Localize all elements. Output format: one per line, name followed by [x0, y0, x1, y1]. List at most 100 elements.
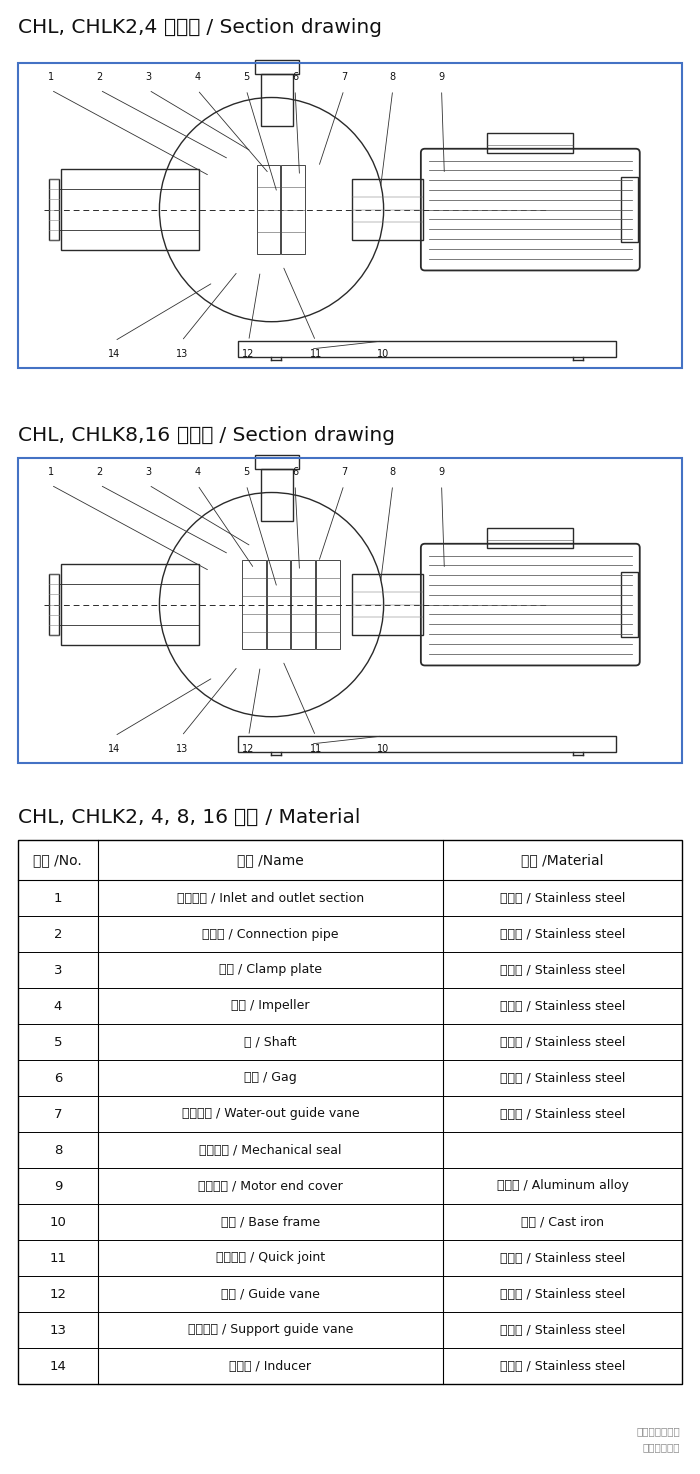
Text: 黄河之水天上来: 黄河之水天上来: [636, 1425, 680, 1436]
Text: 3: 3: [146, 467, 152, 478]
Bar: [487, 528, 573, 548]
Bar: [49, 178, 60, 240]
Text: 铸铁 / Cast iron: 铸铁 / Cast iron: [521, 1216, 604, 1228]
Text: CHL, CHLK8,16: CHL, CHLK8,16: [18, 426, 176, 445]
Bar: [18, 458, 682, 764]
Text: 7: 7: [341, 467, 347, 478]
Text: 不锈锂 / Stainless steel: 不锈锂 / Stainless steel: [500, 1359, 625, 1372]
Text: 14: 14: [108, 744, 120, 755]
Text: 6: 6: [292, 72, 298, 83]
Text: 12: 12: [242, 744, 255, 755]
Text: 6: 6: [292, 467, 298, 478]
Bar: [49, 573, 60, 635]
Text: 5: 5: [243, 72, 249, 83]
Text: 9: 9: [438, 72, 444, 83]
Text: 不锈锂 / Stainless steel: 不锈锂 / Stainless steel: [500, 1107, 625, 1120]
Bar: [242, 560, 265, 650]
Bar: [352, 573, 423, 635]
Text: 不锈锂 / Stainless steel: 不锈锂 / Stainless steel: [500, 1324, 625, 1337]
Text: / Material: / Material: [258, 808, 360, 827]
Text: 5: 5: [243, 467, 249, 478]
Text: 13: 13: [49, 1324, 66, 1337]
Text: 4: 4: [195, 72, 200, 83]
Text: 14: 14: [108, 349, 120, 360]
Text: 1: 1: [54, 892, 62, 905]
Text: 截面图: 截面图: [164, 18, 200, 37]
Text: 导流器 / Inducer: 导流器 / Inducer: [230, 1359, 312, 1372]
Text: 不锈锂 / Stainless steel: 不锈锂 / Stainless steel: [500, 1036, 625, 1048]
Text: 压板 / Clamp plate: 压板 / Clamp plate: [219, 964, 322, 976]
Text: 6: 6: [54, 1072, 62, 1085]
Text: 7: 7: [341, 72, 347, 83]
Text: 导叶 / Guide vane: 导叶 / Guide vane: [221, 1287, 320, 1300]
Text: 9: 9: [54, 1179, 62, 1192]
Bar: [256, 60, 299, 74]
Text: 2: 2: [97, 72, 103, 83]
Text: 8: 8: [390, 467, 395, 478]
Text: CHL, CHLK2, 4, 8, 16: CHL, CHLK2, 4, 8, 16: [18, 808, 234, 827]
Text: 12: 12: [242, 349, 255, 360]
Text: 7: 7: [54, 1107, 62, 1120]
Text: 12: 12: [49, 1287, 66, 1300]
Text: 支撑导叶 / Support guide vane: 支撑导叶 / Support guide vane: [188, 1324, 353, 1337]
Text: CHL, CHLK2,4: CHL, CHLK2,4: [18, 18, 164, 37]
Text: 机械密封 / Mechanical seal: 机械密封 / Mechanical seal: [199, 1144, 342, 1157]
Text: 名称 /Name: 名称 /Name: [237, 853, 304, 867]
Text: 序号 /No.: 序号 /No.: [34, 853, 82, 867]
Text: 电机端盖 / Motor end cover: 电机端盖 / Motor end cover: [198, 1179, 343, 1192]
Text: 材料 /Material: 材料 /Material: [522, 853, 603, 867]
Text: 10: 10: [377, 349, 389, 360]
Text: 1: 1: [48, 467, 54, 478]
Bar: [238, 340, 616, 357]
Bar: [352, 178, 423, 240]
Text: 轴 / Shaft: 轴 / Shaft: [244, 1036, 297, 1048]
Text: 不锈锂 / Stainless steel: 不锈锂 / Stainless steel: [500, 1251, 625, 1265]
Text: 3: 3: [146, 72, 152, 83]
Text: 不锈锂 / Stainless steel: 不锈锂 / Stainless steel: [500, 999, 625, 1013]
Bar: [621, 177, 638, 242]
Bar: [257, 165, 281, 255]
Text: 3: 3: [54, 964, 62, 976]
Text: 上海黄河水泵: 上海黄河水泵: [643, 1442, 680, 1452]
Text: 出水导叶 / Water-out guide vane: 出水导叶 / Water-out guide vane: [181, 1107, 359, 1120]
Text: 1: 1: [48, 72, 54, 83]
Bar: [238, 736, 616, 752]
Text: 叶轮 / Impeller: 叶轮 / Impeller: [231, 999, 309, 1013]
Text: 不锈锂 / Stainless steel: 不锈锂 / Stainless steel: [500, 1287, 625, 1300]
Text: 13: 13: [176, 744, 188, 755]
Bar: [316, 560, 340, 650]
Text: 10: 10: [50, 1216, 66, 1228]
Text: 5: 5: [54, 1036, 62, 1048]
Text: 14: 14: [50, 1359, 66, 1372]
Text: 底座 / Base frame: 底座 / Base frame: [220, 1216, 320, 1228]
Bar: [291, 560, 315, 650]
Text: 11: 11: [309, 349, 322, 360]
Text: 不锈锂 / Stainless steel: 不锈锂 / Stainless steel: [500, 892, 625, 905]
Bar: [261, 469, 293, 520]
Bar: [61, 565, 199, 646]
Text: 截面图: 截面图: [176, 426, 213, 445]
Text: 铝合金 / Aluminum alloy: 铝合金 / Aluminum alloy: [496, 1179, 629, 1192]
Bar: [256, 455, 299, 469]
Text: 材料: 材料: [234, 808, 258, 827]
Text: 4: 4: [195, 467, 200, 478]
Text: 11: 11: [49, 1251, 66, 1265]
Text: 不锈锂 / Stainless steel: 不锈锂 / Stainless steel: [500, 1072, 625, 1085]
Text: 4: 4: [54, 999, 62, 1013]
Bar: [267, 560, 290, 650]
Text: 2: 2: [97, 467, 103, 478]
Bar: [487, 133, 573, 153]
Text: 8: 8: [390, 72, 395, 83]
Text: 进出水段 / Inlet and outlet section: 进出水段 / Inlet and outlet section: [177, 892, 364, 905]
Bar: [18, 63, 682, 369]
Text: 2: 2: [54, 927, 62, 940]
Text: / Section drawing: / Section drawing: [213, 426, 395, 445]
Bar: [261, 74, 293, 125]
Text: 堪头 / Gag: 堪头 / Gag: [244, 1072, 297, 1085]
Text: 快速接头 / Quick joint: 快速接头 / Quick joint: [216, 1251, 325, 1265]
Text: 连接管 / Connection pipe: 连接管 / Connection pipe: [202, 927, 339, 940]
Text: 9: 9: [438, 467, 444, 478]
Text: / Section drawing: / Section drawing: [200, 18, 382, 37]
Text: 8: 8: [54, 1144, 62, 1157]
Text: 10: 10: [377, 744, 389, 755]
